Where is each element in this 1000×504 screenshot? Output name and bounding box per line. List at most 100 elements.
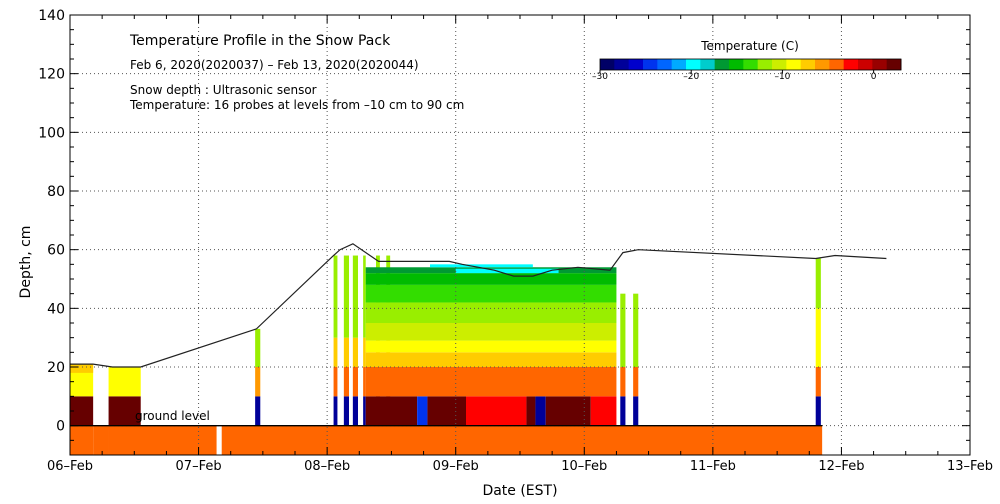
- y-tick-label: 60: [47, 243, 65, 259]
- heatmap-cell: [620, 293, 626, 367]
- heatmap-cell: [455, 268, 559, 274]
- x-tick-label: 07–Feb: [176, 459, 222, 474]
- colorbar-swatch: [600, 59, 615, 70]
- heatmap-cell: [352, 367, 358, 397]
- heatmap-cell: [466, 396, 527, 426]
- colorbar-swatch: [815, 59, 830, 70]
- x-tick-label: 09–Feb: [433, 459, 479, 474]
- colorbar-swatch: [614, 59, 630, 70]
- heatmap-cell: [108, 367, 141, 397]
- date-range: Feb 6, 2020(2020037) – Feb 13, 2020(2020…: [130, 58, 419, 72]
- heatmap-cell: [815, 396, 821, 426]
- snow-depth-line: [70, 243, 887, 368]
- heatmap-cell: [526, 396, 536, 426]
- colorbar-swatch: [843, 59, 859, 70]
- heatmap-cell: [352, 337, 358, 367]
- ground-level-label: ground level: [135, 409, 210, 423]
- heatmap-cell: [430, 264, 533, 268]
- heatmap-cell: [365, 273, 617, 285]
- x-tick-label: 10–Feb: [561, 459, 607, 474]
- heatmap-cell: [545, 396, 591, 426]
- heatmap-cell: [70, 425, 94, 455]
- colorbar-swatch: [829, 59, 845, 70]
- y-tick-label: 140: [38, 8, 65, 24]
- y-tick-label: 20: [47, 360, 65, 376]
- colorbar-frame: [599, 58, 902, 71]
- colorbar-swatch: [800, 59, 816, 70]
- heatmap-cell: [70, 364, 94, 373]
- heatmap-cell: [620, 396, 626, 426]
- heatmap-cell: [255, 367, 261, 397]
- heatmap-cell: [417, 396, 428, 426]
- heatmap-cell: [108, 425, 217, 455]
- heatmap-cells: [70, 255, 823, 455]
- heatmap-cell: [343, 396, 349, 426]
- colorbar: –30 –20 –10 0: [592, 58, 902, 82]
- y-tick-label: 120: [38, 67, 65, 83]
- y-tick-label: 100: [38, 125, 65, 141]
- heatmap-cell: [363, 255, 366, 338]
- y-tick-label: 80: [47, 184, 65, 200]
- x-axis-label: Date (EST): [482, 483, 557, 499]
- colorbar-swatch: [628, 59, 644, 70]
- heatmap-cell: [427, 396, 466, 426]
- heatmap-cell: [363, 367, 366, 397]
- heatmap-cell: [365, 340, 617, 353]
- x-tick-label: 12–Feb: [818, 459, 864, 474]
- heatmap-cell: [333, 337, 338, 367]
- heatmap-cell: [333, 396, 338, 426]
- colorbar-tick-label: 0: [871, 72, 877, 82]
- heatmap-cell: [255, 396, 261, 426]
- colorbar-swatch: [872, 59, 888, 70]
- y-tick-label: 40: [47, 301, 65, 317]
- colorbar-swatch: [700, 59, 716, 70]
- ticks: 06–Feb 07–Feb 08–Feb 09–Feb 10–Feb 11–Feb 12–F…: [38, 8, 993, 474]
- heatmap-cell: [620, 367, 626, 397]
- grid-lines: [70, 15, 970, 455]
- heatmap-cell: [352, 255, 358, 338]
- heatmap-cell: [70, 396, 94, 426]
- colorbar-swatch: [643, 59, 658, 70]
- heatmap-cell: [633, 396, 639, 426]
- colorbar-tick-label: –10: [774, 72, 790, 82]
- heatmap-cell: [365, 302, 617, 323]
- x-tick-label: 08–Feb: [304, 459, 350, 474]
- colorbar-tick-label: –20: [683, 72, 699, 82]
- heatmap-cell: [815, 308, 821, 367]
- heatmap-cell: [365, 396, 418, 426]
- x-tick-label: 11–Feb: [690, 459, 736, 474]
- heatmap-cell: [365, 284, 617, 303]
- heatmap-cell: [365, 352, 617, 367]
- colorbar-swatch: [858, 59, 873, 70]
- heatmap-cell: [255, 328, 261, 367]
- heatmap-cell: [352, 396, 358, 426]
- chart-title: Temperature Profile in the Snow Pack: [129, 33, 391, 49]
- colorbar-swatch: [757, 59, 773, 70]
- x-tick-label: 13–Feb: [947, 459, 993, 474]
- colorbar-swatch: [714, 59, 730, 70]
- colorbar-tick-label: –30: [592, 72, 608, 82]
- colorbar-swatch: [729, 59, 744, 70]
- heatmap-cell: [333, 255, 338, 338]
- colorbar-title: Temperature (C): [700, 39, 799, 53]
- heatmap-cell: [365, 323, 617, 341]
- heatmap-cell: [535, 396, 546, 426]
- note-snow-depth: Snow depth : Ultrasonic sensor: [130, 83, 317, 97]
- colorbar-swatch: [686, 59, 701, 70]
- heatmap-cell: [633, 293, 639, 367]
- heatmap-cell: [363, 396, 366, 426]
- colorbar-swatch: [886, 59, 902, 70]
- heatmap-cell: [93, 425, 109, 455]
- heatmap-cell: [333, 367, 338, 397]
- heatmap-cell: [633, 367, 639, 397]
- heatmap-cell: [343, 255, 349, 338]
- y-axis-label: Depth, cm: [18, 226, 34, 299]
- heatmap-cell: [343, 337, 349, 367]
- heatmap-cell: [221, 425, 823, 455]
- colorbar-swatch: [657, 59, 673, 70]
- snow-depth-trace: [70, 243, 887, 368]
- x-tick-label: 06–Feb: [47, 459, 93, 474]
- colorbar-swatch: [772, 59, 787, 70]
